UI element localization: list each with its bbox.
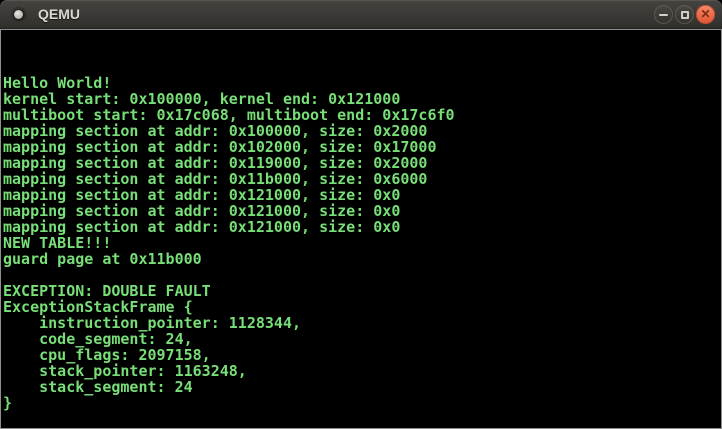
maximize-icon: [680, 10, 689, 19]
terminal-output: Hello World! kernel start: 0x100000, ker…: [3, 74, 455, 412]
minimize-icon: [659, 14, 668, 16]
qemu-app-icon: [11, 7, 27, 23]
window-controls: ✕: [653, 5, 715, 24]
close-button[interactable]: ✕: [696, 5, 715, 24]
titlebar[interactable]: QEMU ✕: [0, 0, 722, 29]
window-title: QEMU: [38, 6, 80, 22]
maximize-button[interactable]: [675, 5, 694, 24]
minimize-button[interactable]: [654, 5, 673, 24]
vga-display[interactable]: Hello World! kernel start: 0x100000, ker…: [0, 29, 722, 429]
close-icon: ✕: [700, 7, 711, 21]
